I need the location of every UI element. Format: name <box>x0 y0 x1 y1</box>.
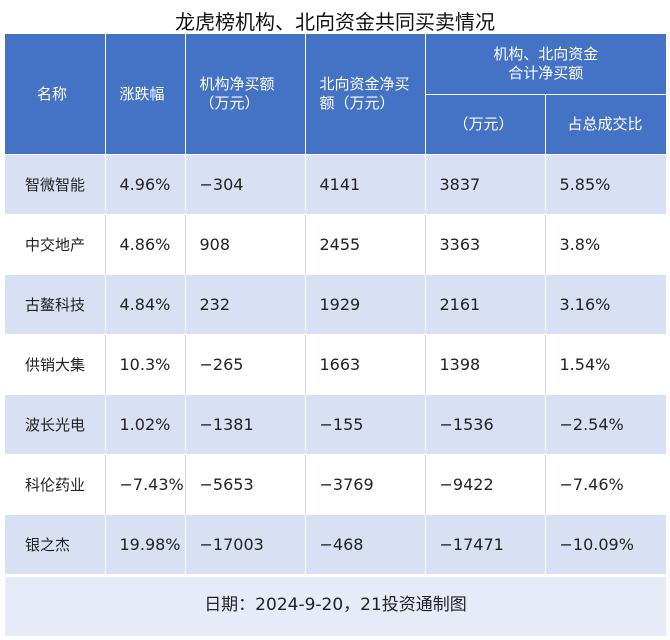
cell-inst-net: 232 <box>185 274 306 335</box>
table-row: 智微智能 4.96% −304 4141 3837 5.85% <box>5 154 667 215</box>
cell-north-net: 4141 <box>305 154 426 215</box>
cell-inst-net: −1381 <box>185 394 306 455</box>
cell-inst-net: −265 <box>185 334 306 395</box>
cell-change: 1.02% <box>105 394 186 455</box>
cell-ratio: −2.54% <box>545 394 667 455</box>
cell-inst-net: −5653 <box>185 454 306 515</box>
footer-caption: 日期：2024-9-20，21投资通制图 <box>5 577 666 636</box>
cell-ratio: −7.46% <box>545 454 667 515</box>
cell-name: 银之杰 <box>5 514 106 575</box>
table-row: 供销大集 10.3% −265 1663 1398 1.54% <box>5 334 667 395</box>
cell-change: 4.84% <box>105 274 186 335</box>
cell-combined-net: 3837 <box>425 154 546 215</box>
header-combined: 机构、北向资金 合计净买额 <box>425 34 667 95</box>
table-title: 龙虎榜机构、北向资金共同买卖情况 <box>175 10 495 34</box>
cell-inst-net: −17003 <box>185 514 306 575</box>
cell-north-net: −155 <box>305 394 426 455</box>
cell-name: 科伦药业 <box>5 454 106 515</box>
header-name: 名称 <box>5 34 106 155</box>
cell-north-net: −468 <box>305 514 426 575</box>
header-combined-amount: （万元） <box>425 94 546 156</box>
cell-name: 古鳌科技 <box>5 274 106 335</box>
cell-name: 中交地产 <box>5 214 106 275</box>
header-change: 涨跌幅 <box>105 34 186 155</box>
cell-north-net: 1929 <box>305 274 426 335</box>
header-north-net: 北向资金净买 额（万元） <box>305 34 426 155</box>
cell-name: 智微智能 <box>5 154 106 215</box>
cell-north-net: 1663 <box>305 334 426 395</box>
cell-north-net: −3769 <box>305 454 426 515</box>
cell-ratio: 1.54% <box>545 334 667 395</box>
table-row: 古鳌科技 4.84% 232 1929 2161 3.16% <box>5 274 667 335</box>
table-row: 中交地产 4.86% 908 2455 3363 3.8% <box>5 214 667 275</box>
cell-change: −7.43% <box>105 454 186 515</box>
cell-change: 10.3% <box>105 334 186 395</box>
cell-combined-net: 2161 <box>425 274 546 335</box>
cell-ratio: 3.8% <box>545 214 667 275</box>
cell-combined-net: 3363 <box>425 214 546 275</box>
cell-change: 4.86% <box>105 214 186 275</box>
cell-inst-net: 908 <box>185 214 306 275</box>
cell-ratio: −10.09% <box>545 514 667 575</box>
cell-combined-net: 1398 <box>425 334 546 395</box>
cell-inst-net: −304 <box>185 154 306 215</box>
header-inst-net: 机构净买额 （万元） <box>185 34 306 155</box>
table-row: 科伦药业 −7.43% −5653 −3769 −9422 −7.46% <box>5 454 667 515</box>
cell-ratio: 5.85% <box>545 154 667 215</box>
header-combined-ratio: 占总成交比 <box>545 94 667 156</box>
cell-change: 4.96% <box>105 154 186 215</box>
cell-north-net: 2455 <box>305 214 426 275</box>
cell-name: 供销大集 <box>5 334 106 395</box>
cell-ratio: 3.16% <box>545 274 667 335</box>
trading-table: 名称 涨跌幅 机构净买额 （万元） 北向资金净买 额（万元） 机构、北向资金 合计净买… <box>5 34 667 575</box>
cell-change: 19.98% <box>105 514 186 575</box>
cell-combined-net: −9422 <box>425 454 546 515</box>
cell-name: 波长光电 <box>5 394 106 455</box>
cell-combined-net: −1536 <box>425 394 546 455</box>
cell-combined-net: −17471 <box>425 514 546 575</box>
table-row: 银之杰 19.98% −17003 −468 −17471 −10.09% <box>5 514 667 575</box>
table-header: 名称 涨跌幅 机构净买额 （万元） 北向资金净买 额（万元） 机构、北向资金 合计净买… <box>5 34 667 156</box>
table-row: 波长光电 1.02% −1381 −155 −1536 −2.54% <box>5 394 667 455</box>
